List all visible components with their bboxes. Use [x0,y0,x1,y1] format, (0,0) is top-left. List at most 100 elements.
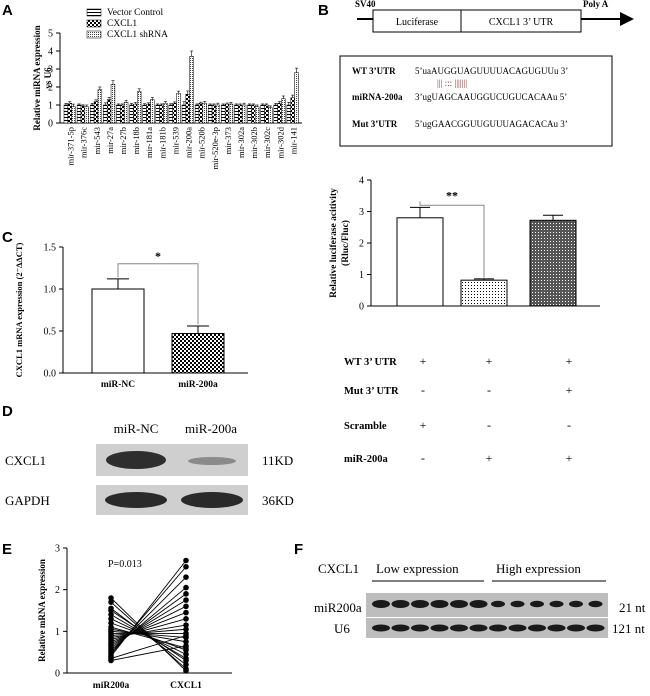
x-tick-label: mir-376c [79,127,89,158]
pair-line [110,624,187,639]
legend-swatch [86,30,102,39]
panel-e-chart: 0 1 2 3 Relative mRNA expression P=0.013 miR20… [37,544,232,691]
bar-cxcl1 [264,104,269,124]
bar-cxcl1-shrna [294,72,299,124]
bar-cxcl1-shrna [268,107,273,124]
utr-box [460,9,582,33]
band-u6 [489,624,507,632]
condition-mark: + [486,451,493,465]
low-expression-label: Low expression [376,561,459,576]
luciferase-bar [460,279,508,307]
panel-label-f: F [294,541,303,558]
bar-cxcl1-shrna [71,106,76,124]
bar-vector-control [89,104,95,124]
point-cxcl1 [183,661,189,668]
band-gapdh-mir-nc [105,492,167,508]
legend-swatch [86,8,102,17]
point-cxcl1 [183,655,189,662]
wt-utr-label: WT 3’UTR [352,66,396,76]
y-tick-label: 3 [48,65,53,76]
row-label-mir200a: miR200a [314,600,362,615]
y-tick-label: 2 [359,239,364,250]
bar-cxcl1 [120,104,125,124]
bar-cxcl1-shrna [255,106,260,124]
bar-vector-control [129,104,134,124]
bar-cxcl1 [146,103,151,124]
bar-cxcl1 [93,101,99,124]
pair-line [110,599,187,647]
legend-swatch [86,19,102,28]
bar-cxcl1 [106,99,112,124]
x-tick-label: miR-200a [178,380,218,390]
bar-cxcl1-shrna [84,106,89,124]
bar-cxcl1-shrna [281,98,286,124]
bar-cxcl1-shrna [163,102,168,124]
bar-cxcl1-shrna [241,104,247,124]
point-cxcl1 [183,666,189,672]
condition-mark: + [566,451,573,465]
pair-line [110,560,187,657]
y-tick-label: 0 [48,119,53,130]
significance-marker: * [155,249,161,263]
band-mir200a [588,600,603,608]
bar-cxcl1 [67,102,72,124]
panel-label-d: D [2,403,13,420]
band-u6 [372,624,390,632]
bar-cxcl1-shrna [110,84,116,124]
x-tick-label: mir-181b [157,127,167,158]
x-tick-label: mir-371-5p [66,127,76,166]
band-mir200a [549,600,564,608]
bar-cxcl1-shrna [176,93,181,124]
bar-vector-control [260,104,265,124]
x-tick-label: mir-543 [92,127,102,154]
significance-bracket [419,201,485,278]
band-cxcl1-mir-200a [188,457,236,465]
bar-cxcl1-shrna [189,56,194,124]
y-axis-title: CXCL1 mRNA expression (2⁻ΔΔCT) [14,242,24,377]
x-tick-label: mir-141 [288,127,298,154]
wt-utr-sequence: 5’uaAUGGUAGUUUUACAGUGUUu 3’ [415,66,568,76]
bar-cxcl1 [133,103,138,124]
y-tick-label: 1.0 [44,285,57,296]
protein-label-gapdh: GAPDH [5,493,50,508]
bar-cxcl1-shrna [123,102,129,124]
band-gapdh-mir-200a [181,492,243,508]
x-tick-label: mir-18b [131,127,141,154]
point-cxcl1 [183,622,189,628]
bar-cxcl1-shrna [137,91,142,124]
y-axis-title-line: (Rluc/Fluc) [340,220,351,266]
utr-label: CXCL1 3’ UTR [489,17,554,28]
band-mir200a [491,600,505,608]
lane-label-mir-200a: miR-200a [185,421,237,436]
point-cxcl1 [183,651,189,658]
pair-line [110,630,187,639]
point-cxcl1 [183,643,189,649]
bar-cxcl1 [251,104,256,124]
bar-cxcl1-shrna [202,102,207,124]
pair-line [110,622,187,651]
pair-line [110,645,187,661]
y-axis-title-line: vs U6 [43,67,53,89]
bar-vector-control [194,104,200,124]
y-tick-label: 5 [48,29,53,40]
bar-vector-control [63,104,69,124]
lane-label-mir-nc: miR-NC [114,421,159,436]
y-axis-title-line: Relative miRNA expression [32,25,42,130]
band-mir200a [450,600,468,608]
x-tick-label: mir-373 [223,127,233,154]
panel-b-construct: SV40 Luciferase CXCL1 3’ UTR Poly A [355,0,634,33]
point-mir200a [108,620,114,626]
y-tick-label: 3 [359,207,364,218]
y-tick-label: 4 [48,47,53,58]
y-tick-label: 1 [359,270,364,281]
x-tick-label: mir-520b [197,127,207,158]
panel-label-e: E [2,541,12,558]
size-label-cxcl1: 11KD [262,453,293,468]
panel-label-c: C [2,229,13,246]
x-tick-label: mir-181a [144,127,154,158]
band-u6 [508,624,527,632]
y-tick-label: 1.5 [44,243,57,254]
bar-vector-control [103,104,108,124]
